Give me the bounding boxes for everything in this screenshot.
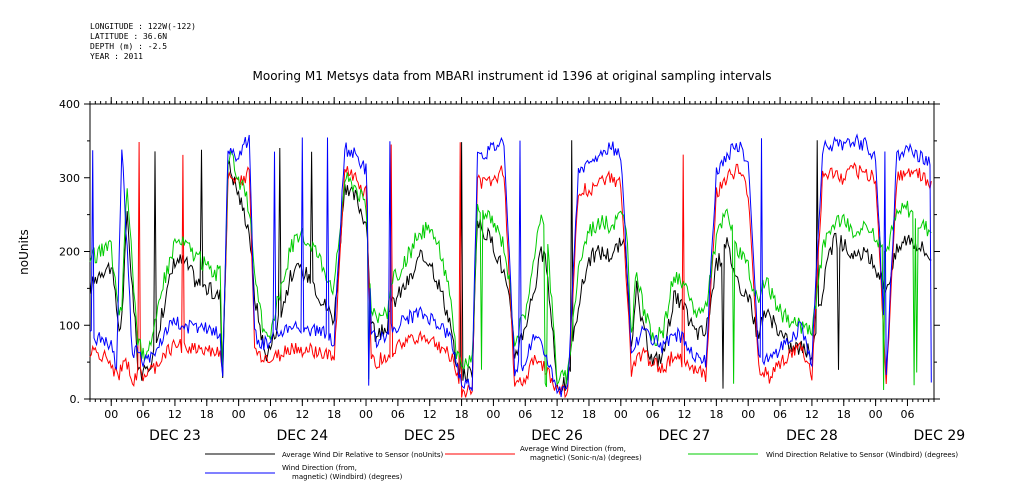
y-tick-label: 0.	[70, 393, 81, 406]
legend-label-line: Average Wind Direction (from,	[520, 445, 626, 453]
x-day-label: DEC 25	[404, 428, 456, 444]
x-tick-label: 00	[869, 408, 883, 421]
x-tick-label: 18	[582, 408, 596, 421]
y-tick-label: 400	[59, 98, 80, 111]
x-tick-label: 06	[773, 408, 787, 421]
x-tick-label: 18	[709, 408, 723, 421]
depth-label: DEPTH (m) : -2.5	[90, 42, 168, 51]
x-tick-label: 12	[805, 408, 819, 421]
x-tick-label: 00	[104, 408, 118, 421]
x-tick-label: 12	[550, 408, 564, 421]
x-day-label: DEC 27	[659, 428, 711, 444]
legend-label-2: Average Wind Direction (from, magnetic) (…	[520, 445, 642, 462]
x-day-label: DEC 26	[531, 428, 583, 444]
legend-label-line: magnetic) (Windbird) (degrees)	[292, 473, 403, 481]
metadata-block: LONGITUDE : 122W(-122) LATITUDE : 36.6N …	[90, 22, 196, 62]
legend-label-line: Wind Direction (from,	[282, 464, 357, 472]
y-tick-label: 100	[59, 319, 80, 332]
x-tick-label: 12	[678, 408, 692, 421]
longitude-label: LONGITUDE : 122W(-122)	[90, 22, 196, 31]
x-tick-label: 06	[900, 408, 914, 421]
year-label: YEAR : 2011	[90, 52, 143, 61]
x-tick-label: 12	[295, 408, 309, 421]
x-tick-label: 06	[263, 408, 277, 421]
x-tick-label: 18	[200, 408, 214, 421]
y-tick-label: 200	[59, 246, 80, 259]
plot-frame	[89, 103, 935, 400]
x-tick-label: 12	[168, 408, 182, 421]
x-day-label: DEC 28	[786, 428, 838, 444]
x-tick-label: 18	[837, 408, 851, 421]
y-tick-label: 300	[59, 172, 80, 185]
x-day-label: DEC 29	[913, 428, 965, 444]
series-line-2	[89, 141, 932, 399]
x-tick-label: 06	[518, 408, 532, 421]
x-tick-label: 12	[423, 408, 437, 421]
x-tick-label: 00	[486, 408, 500, 421]
chart-title: Mooring M1 Metsys data from MBARI instru…	[252, 69, 772, 83]
x-tick-label: 06	[391, 408, 405, 421]
legend-label-4: Wind Direction (from, magnetic) (Windbird…	[282, 464, 403, 481]
latitude-label: LATITUDE : 36.6N	[90, 32, 168, 41]
x-tick-label: 06	[646, 408, 660, 421]
x-tick-label: 18	[327, 408, 341, 421]
x-tick-label: 00	[359, 408, 373, 421]
x-tick-label: 18	[455, 408, 469, 421]
legend-label-line: magnetic) (Sonic-n/a) (degrees)	[530, 454, 642, 462]
x-day-label: DEC 23	[149, 428, 201, 444]
x-tick-label: 00	[232, 408, 246, 421]
legend-label-3: Wind Direction Relative to Sensor (Windb…	[766, 451, 958, 459]
x-tick-label: 00	[614, 408, 628, 421]
x-tick-label: 06	[136, 408, 150, 421]
series-line-4	[89, 133, 932, 398]
legend-label-1: Average Wind Dir Relative to Sensor (noU…	[282, 451, 443, 459]
x-day-label: DEC 24	[276, 428, 328, 444]
x-tick-label: 00	[741, 408, 755, 421]
